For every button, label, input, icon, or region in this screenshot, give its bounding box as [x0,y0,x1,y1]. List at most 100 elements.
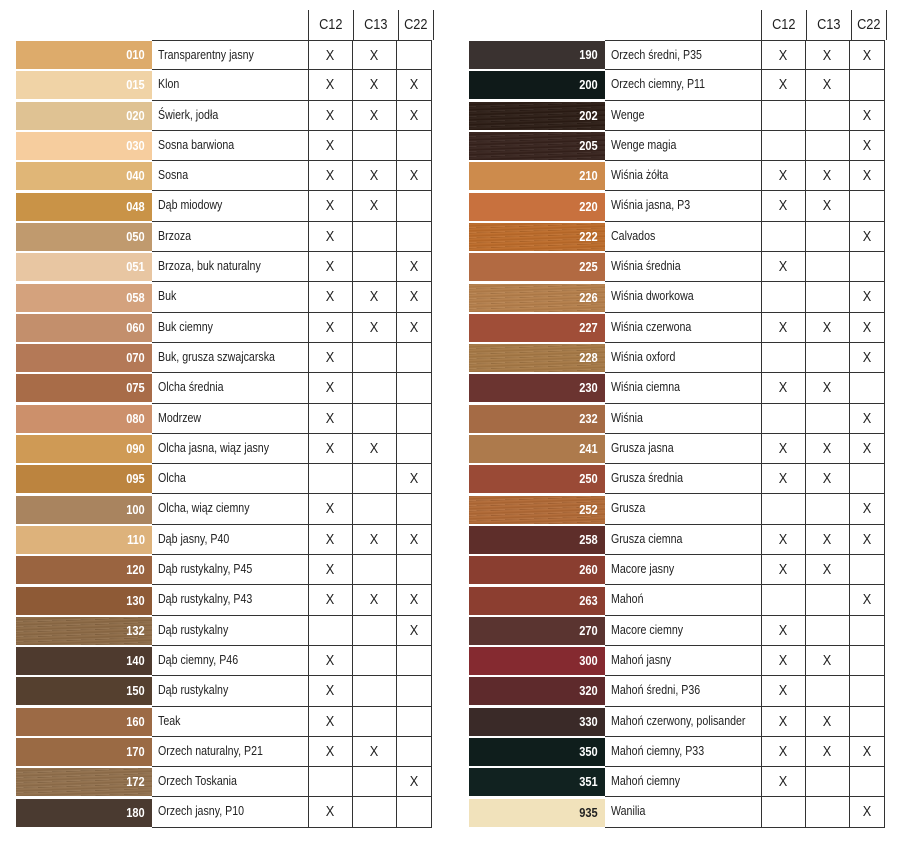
table-row: 200 Orzech ciemny, P11 X X [469,70,887,101]
availability-c13 [805,221,849,253]
availability-c12: X [308,342,352,374]
color-swatch: 160 [16,707,152,736]
availability-mark: X [326,318,335,336]
availability-mark: X [326,106,335,124]
availability-c13 [805,252,849,283]
availability-mark: X [823,318,832,336]
table-row: 320 Mahoń średni, P36 X [469,676,887,707]
color-code: 210 [579,168,598,184]
color-name-cell: Wenge [605,101,761,131]
availability-c22 [396,342,432,374]
availability-mark: X [779,651,788,669]
table-row: 241 Grusza jasna X X X [469,433,887,465]
availability-c13 [805,100,849,131]
availability-c12 [308,767,352,798]
color-name-cell: Orzech średni, P35 [605,40,761,71]
availability-c12: X [308,555,352,586]
color-name: Macore ciemny [611,622,684,637]
table-row: 110 Dąb jasny, P40 X X X [16,524,434,556]
availability-c13: X [805,706,849,737]
color-name: Dąb rustykalny, P45 [158,562,253,577]
table-row: 330 Mahoń czerwony, polisander X X [469,706,887,737]
table-header: C12 C13 C22 [16,10,434,40]
availability-c22: X [849,736,885,768]
availability-c22 [396,130,432,162]
availability-c22 [396,706,432,737]
color-swatch: 250 [469,465,605,494]
availability-c22 [849,70,885,101]
color-name: Calvados [611,228,656,243]
availability-c12: X [761,524,805,556]
table-row: 210 Wiśnia żółta X X X [469,161,887,192]
availability-c22 [849,615,885,646]
color-swatch: 095 [16,465,152,494]
table-row: 060 Buk ciemny X X X [16,312,434,343]
color-code: 040 [126,168,145,184]
availability-mark: X [326,682,335,700]
color-name-cell: Dąb rustykalny, P43 [152,585,308,616]
availability-c22 [396,494,432,525]
color-swatch: 015 [16,71,152,100]
color-name-cell: Grusza średnia [605,464,761,495]
availability-c12: X [761,706,805,737]
availability-c13: X [352,736,396,768]
availability-mark: X [862,288,872,306]
color-name: Sosna [158,168,189,183]
table-row: 220 Wiśnia jasna, P3 X X [469,191,887,222]
color-name: Mahoń [611,592,644,607]
color-code: 015 [126,77,145,93]
availability-c13: X [352,191,396,222]
table-row: 010 Transparentny jasny X X [16,40,434,71]
color-name-cell: Macore ciemny [605,616,761,646]
color-code: 230 [579,380,598,396]
availability-c12 [761,130,805,162]
table-row: 935 Wanilia X [469,797,887,828]
color-name-cell: Buk ciemny [152,313,308,343]
color-name: Brzoza, buk naturalny [158,259,261,274]
color-code: 050 [126,228,145,244]
color-swatch: 051 [16,253,152,282]
availability-c13 [352,797,396,828]
table-row: 172 Orzech Toskania X [16,767,434,798]
color-name: Mahoń ciemny [611,774,681,789]
availability-c22: X [396,767,432,798]
color-code: 200 [579,77,598,93]
color-code: 260 [579,562,598,578]
availability-mark: X [823,470,832,488]
availability-c13 [352,767,396,798]
color-name: Grusza jasna [611,440,674,455]
color-swatch: 241 [469,435,605,464]
color-swatch: 205 [469,132,605,161]
availability-c13 [805,130,849,162]
color-swatch: 228 [469,344,605,373]
table-header: C12 C13 C22 [469,10,887,40]
availability-c22: X [849,40,885,71]
color-code: 080 [126,410,145,426]
availability-c13 [352,130,396,162]
availability-c22: X [396,615,432,646]
availability-mark: X [409,106,419,124]
availability-c12: X [761,373,805,404]
availability-c13 [352,373,396,404]
color-name-cell: Olcha średnia [152,373,308,404]
table-row: 263 Mahoń X [469,585,887,616]
color-name: Transparentny jasny [158,48,254,62]
color-name-cell: Macore jasny [605,555,761,586]
availability-c13: X [352,312,396,343]
color-name: Dąb miodowy [158,198,223,213]
table-row: 120 Dąb rustykalny, P45 X [16,555,434,586]
color-name: Wiśnia średnia [611,259,681,274]
color-swatch: 050 [16,222,152,251]
color-name-cell: Transparentny jasny [152,40,308,71]
color-name: Olcha średnia [158,380,224,395]
column-header-label: C13 [817,16,841,33]
availability-mark: X [779,470,788,488]
color-name-cell: Orzech jasny, P10 [152,797,308,828]
availability-mark: X [862,348,872,366]
availability-c22: X [849,130,885,162]
table-row: 051 Brzoza, buk naturalny X X [16,252,434,283]
color-name: Olcha [158,471,186,486]
color-name-cell: Grusza jasna [605,434,761,465]
color-name-cell: Orzech naturalny, P21 [152,737,308,768]
color-name-cell: Dąb miodowy [152,191,308,222]
